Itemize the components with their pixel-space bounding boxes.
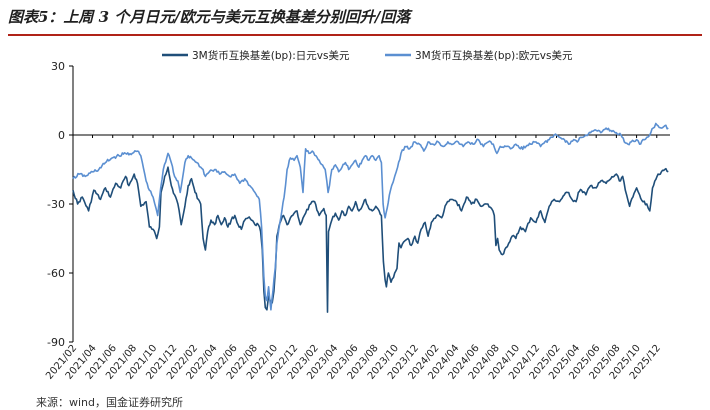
title-divider — [8, 34, 702, 36]
y-tick-label: 0 — [58, 129, 65, 142]
chart-axes: 300-30-60-902021/022021/042021/062021/08… — [44, 60, 670, 382]
y-tick-label: -30 — [47, 198, 65, 211]
title-bar: 图表5：上周 3 个月日元/欧元与美元互换基差分别回升/回落 — [8, 6, 702, 36]
legend-label-eur-usd: 3M货币互换基差(bp):欧元vs美元 — [415, 49, 573, 62]
y-tick-label: -90 — [47, 336, 65, 349]
chart-series — [72, 122, 669, 313]
y-tick-label: -60 — [47, 267, 65, 280]
series-eur-usd-line — [72, 122, 669, 311]
y-tick-label: 30 — [51, 60, 65, 73]
series-jpy-usd-line — [72, 166, 669, 313]
line-chart: 300-30-60-902021/022021/042021/062021/08… — [44, 49, 670, 382]
legend-label-jpy-usd: 3M货币互换基差(bp):日元vs美元 — [192, 49, 350, 62]
source-note: 来源：wind，国金证券研究所 — [36, 396, 184, 409]
chart-legend: 3M货币互换基差(bp):日元vs美元 3M货币互换基差(bp):欧元vs美元 — [162, 49, 573, 62]
page-title: 图表5：上周 3 个月日元/欧元与美元互换基差分别回升/回落 — [8, 8, 411, 26]
